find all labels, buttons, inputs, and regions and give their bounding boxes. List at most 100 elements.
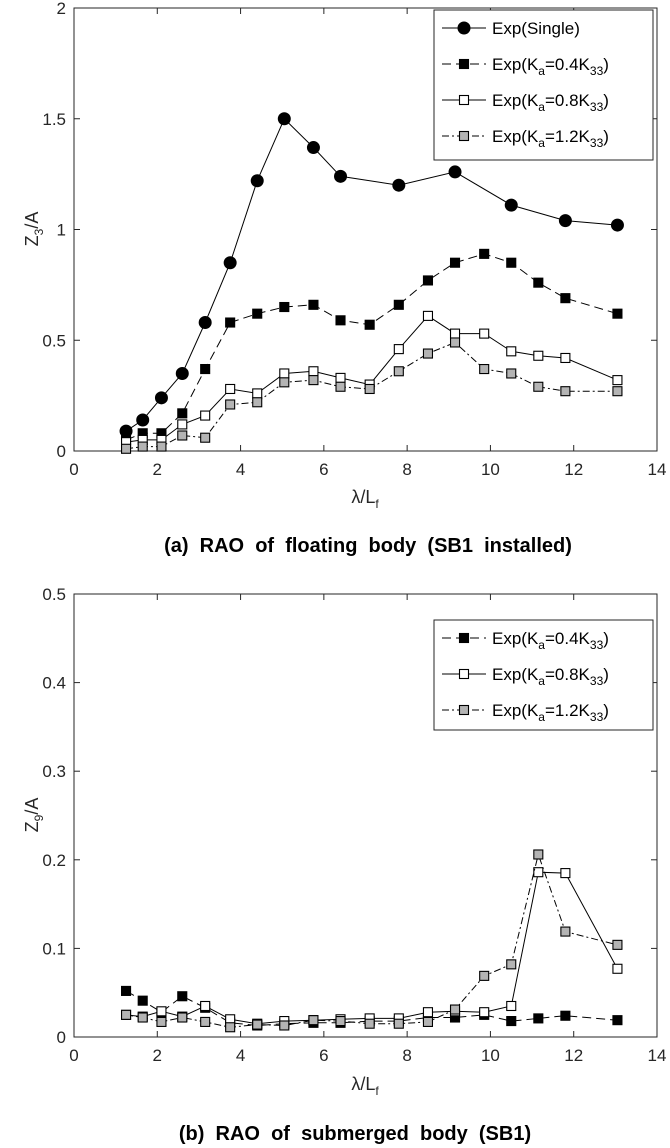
- data-point: [612, 963, 623, 974]
- data-point: [223, 256, 237, 270]
- data-point: [393, 1018, 404, 1029]
- panel-a-y-axis-label: Z3/A: [22, 212, 46, 247]
- x-tick-label: 2: [153, 1046, 162, 1065]
- legend-marker: [458, 94, 470, 106]
- data-point: [177, 430, 188, 441]
- x-tick-label: 6: [319, 1046, 328, 1065]
- data-point: [279, 1020, 290, 1031]
- data-point: [560, 386, 571, 397]
- y-tick-label: 0.1: [42, 939, 66, 958]
- legend-marker: [458, 58, 470, 70]
- data-point: [449, 328, 461, 339]
- legend-label: Exp(Single): [492, 19, 580, 38]
- data-point: [533, 350, 544, 361]
- data-point: [422, 275, 434, 286]
- legend-entry: Exp(Ka=0.8K33): [442, 91, 609, 114]
- data-point: [121, 1009, 132, 1020]
- data-point: [177, 991, 188, 1002]
- data-point: [479, 248, 490, 259]
- legend-marker: [458, 632, 470, 644]
- data-point: [308, 366, 319, 377]
- legend-entry: Exp(Ka=1.2K33): [442, 701, 609, 724]
- data-point: [200, 410, 211, 421]
- data-point: [533, 867, 544, 878]
- x-tick-label: 4: [236, 460, 245, 479]
- y-tick-label: 2: [57, 0, 66, 18]
- y-tick-label: 0.2: [42, 851, 66, 870]
- x-tick-label: 12: [564, 1046, 583, 1065]
- data-point: [449, 257, 461, 268]
- panel-b-series: [121, 849, 623, 1033]
- legend-marker: [457, 21, 471, 35]
- legend-label: Exp(Ka=0.8K33): [492, 665, 609, 688]
- data-point: [137, 995, 148, 1006]
- data-point: [448, 165, 462, 179]
- legend-marker: [458, 130, 470, 142]
- data-point: [250, 174, 264, 188]
- x-tick-label: 2: [153, 460, 162, 479]
- data-point: [225, 399, 236, 410]
- data-point: [277, 112, 291, 126]
- data-point: [335, 372, 346, 383]
- data-point: [612, 375, 623, 386]
- legend-label: Exp(Ka=0.4K33): [492, 55, 609, 78]
- panel-a-series: [119, 112, 624, 454]
- legend-entry: Exp(Ka=0.4K33): [442, 629, 609, 652]
- legend-marker: [458, 668, 470, 680]
- data-point: [154, 391, 168, 405]
- data-point: [177, 1012, 188, 1023]
- data-point: [612, 939, 623, 950]
- legend-marker: [458, 704, 470, 716]
- data-point: [422, 310, 434, 321]
- data-point: [136, 413, 150, 427]
- data-point: [156, 1006, 167, 1017]
- x-tick-label: 12: [564, 460, 583, 479]
- x-tick-label: 10: [481, 1046, 500, 1065]
- panel-a-legend: Exp(Single) Exp(Ka=0.4K33) Exp(Ka=0.8K33) E…: [433, 9, 654, 161]
- x-tick-label: 0: [69, 1046, 78, 1065]
- data-point: [200, 1000, 211, 1012]
- data-point: [364, 319, 375, 330]
- data-point: [121, 985, 132, 996]
- panel-a-ticks: 0 2 4 6 8 10 12 14 0 0.5 1 1.5 2: [42, 0, 666, 479]
- legend-entry: Exp(Single): [442, 19, 580, 38]
- data-point: [533, 277, 544, 288]
- x-tick-label: 6: [319, 460, 328, 479]
- data-point: [422, 1016, 434, 1027]
- y-tick-label: 0.5: [42, 585, 66, 604]
- data-point: [393, 344, 404, 355]
- panel-a-x-axis-label: λ/Lf: [351, 487, 379, 511]
- data-point: [200, 363, 211, 375]
- series-4: [121, 337, 623, 454]
- legend-label: Exp(Ka=1.2K33): [492, 701, 609, 724]
- legend-label: Exp(Ka=1.2K33): [492, 127, 609, 150]
- panel-b-legend: Exp(Ka=0.4K33) Exp(Ka=0.8K33) Exp(Ka=1.2K3…: [433, 619, 654, 731]
- data-point: [156, 441, 167, 452]
- data-point: [364, 383, 375, 395]
- data-point: [306, 141, 320, 155]
- data-point: [506, 346, 517, 357]
- panel-b-caption: (b) RAO of submerged body (SB1): [179, 1123, 531, 1145]
- data-point: [308, 375, 319, 386]
- data-point: [612, 308, 623, 319]
- y-tick-label: 1.5: [42, 110, 66, 129]
- legend-label: Exp(Ka=0.8K33): [492, 91, 609, 114]
- data-point: [506, 1000, 517, 1012]
- data-point: [506, 1016, 517, 1027]
- legend-entry: Exp(Ka=1.2K33): [442, 127, 609, 150]
- data-point: [479, 970, 490, 981]
- data-point: [392, 178, 406, 192]
- data-point: [504, 198, 518, 212]
- y-tick-label: 0.4: [42, 674, 66, 693]
- data-point: [506, 368, 517, 379]
- data-point: [137, 441, 148, 452]
- data-point: [335, 381, 346, 392]
- data-point: [364, 1018, 375, 1029]
- data-point: [252, 308, 263, 319]
- data-point: [121, 443, 132, 454]
- x-tick-label: 14: [648, 460, 667, 479]
- data-point: [560, 293, 571, 304]
- data-point: [137, 1012, 148, 1023]
- y-tick-label: 0.3: [42, 762, 66, 781]
- data-point: [252, 388, 263, 399]
